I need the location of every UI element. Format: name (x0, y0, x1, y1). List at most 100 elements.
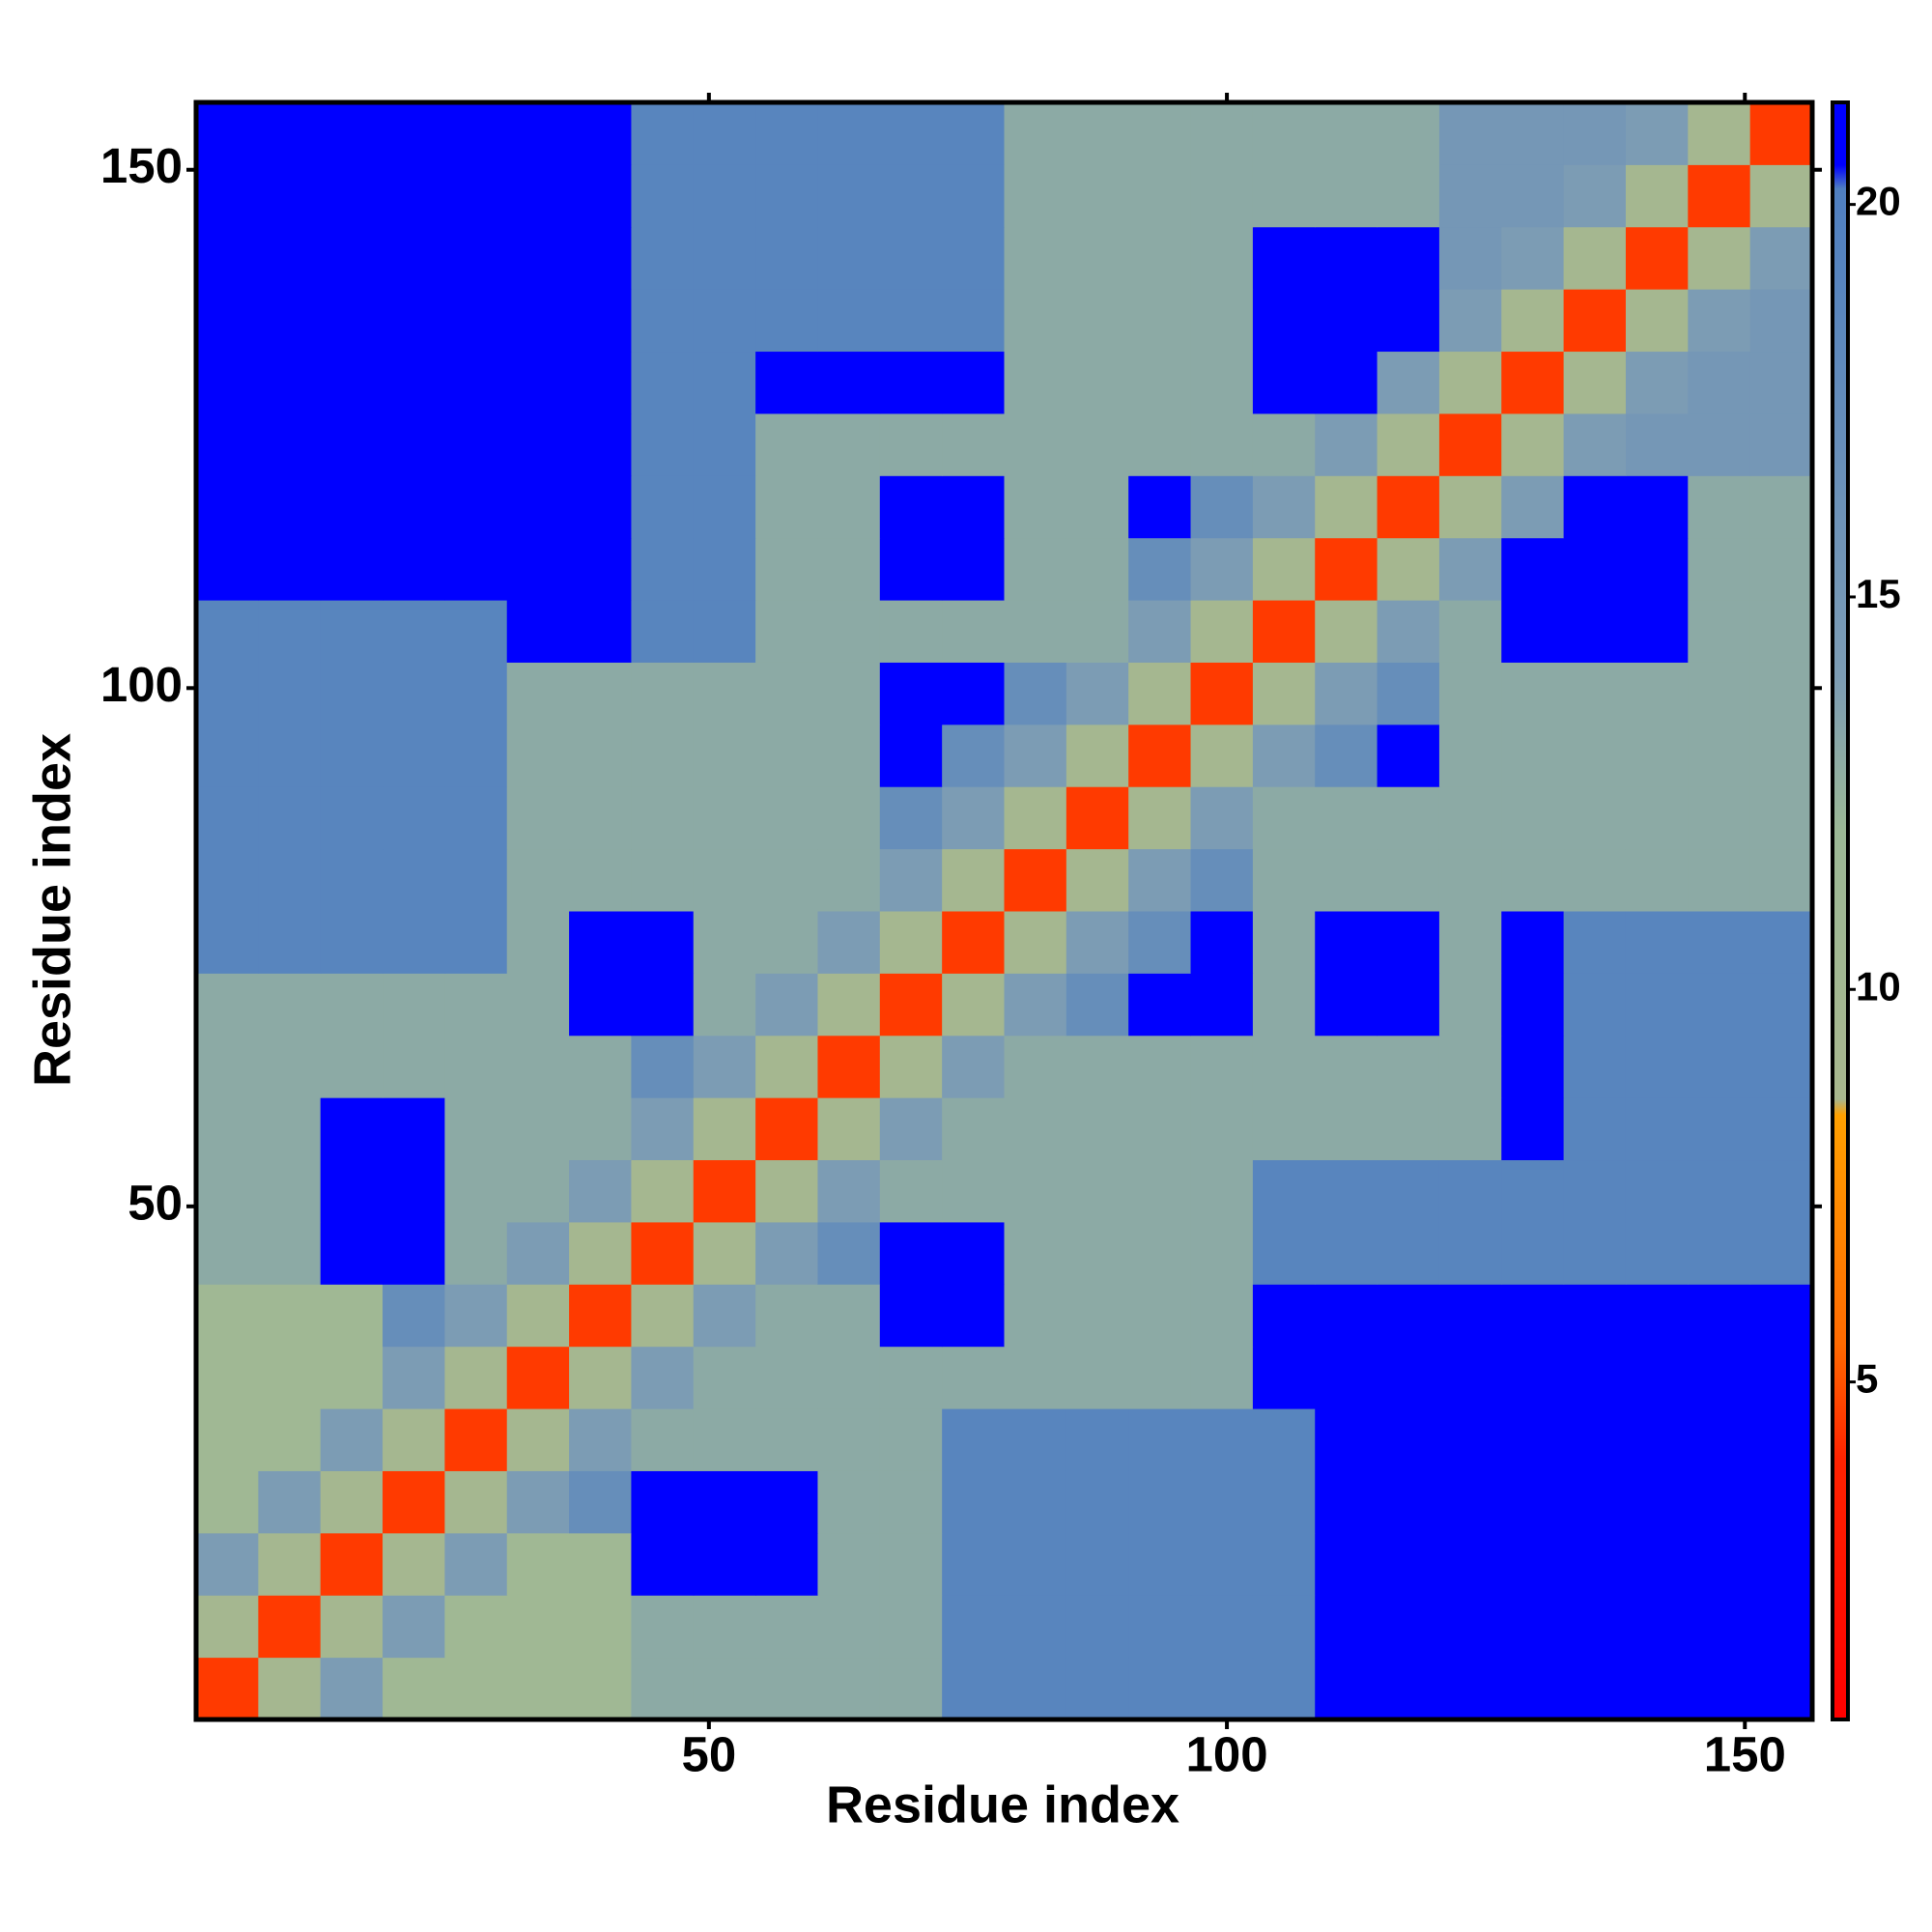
heatmap-cell (383, 1470, 445, 1534)
heatmap-cell (1252, 724, 1316, 787)
heatmap-cell (1315, 289, 1378, 353)
heatmap-cell (1749, 1346, 1813, 1409)
heatmap-cell (1438, 289, 1502, 353)
heatmap-cell (196, 848, 259, 912)
heatmap-cell (817, 911, 881, 974)
heatmap-cell (1563, 289, 1627, 353)
heatmap-cell (383, 973, 445, 1037)
heatmap-cell (1252, 911, 1316, 974)
heatmap-cell (1625, 537, 1689, 601)
heatmap-cell (1377, 973, 1440, 1037)
heatmap-cell (1315, 1097, 1378, 1161)
heatmap-cell (1065, 911, 1129, 974)
heatmap-cell (1252, 973, 1316, 1037)
heatmap-cell (444, 973, 508, 1037)
heatmap-cell (1315, 1657, 1378, 1720)
heatmap-cell (1563, 911, 1627, 974)
heatmap-cell (320, 164, 384, 228)
heatmap-cell (258, 1284, 322, 1348)
heatmap-cell (320, 1159, 384, 1223)
heatmap-cell (1065, 1159, 1129, 1223)
heatmap-cell (942, 1595, 1005, 1659)
heatmap-cell (444, 1657, 508, 1720)
heatmap-cell (383, 1595, 445, 1659)
heatmap-cell (1749, 1408, 1813, 1471)
heatmap-cell (258, 1595, 322, 1659)
heatmap-cell (1688, 351, 1751, 414)
heatmap-cell (755, 1346, 818, 1409)
heatmap-cell (383, 412, 445, 476)
heatmap-cell (320, 1284, 384, 1348)
heatmap-cell (444, 1035, 508, 1098)
heatmap-cell (1128, 226, 1192, 290)
heatmap-cell (1563, 1532, 1627, 1596)
heatmap-cell (879, 911, 943, 974)
heatmap-cell (506, 102, 570, 165)
heatmap-cell (1252, 1159, 1316, 1223)
heatmap-cell (1688, 662, 1751, 725)
heatmap-cell (879, 1470, 943, 1534)
heatmap-cell (258, 1035, 322, 1098)
heatmap-cell (258, 1532, 322, 1596)
heatmap-cell (444, 1346, 508, 1409)
heatmap-cell (1438, 911, 1502, 974)
heatmap-cell (817, 662, 881, 725)
colorbar (1831, 100, 1850, 1721)
heatmap-cell (1004, 537, 1067, 601)
heatmap-cell (1252, 475, 1316, 539)
heatmap-cell (444, 662, 508, 725)
heatmap-cell (1377, 1159, 1440, 1223)
heatmap-cell (444, 102, 508, 165)
heatmap-cell (1377, 1097, 1440, 1161)
heatmap-cell (1501, 102, 1565, 165)
heatmap-cell (1688, 724, 1751, 787)
heatmap-cell (506, 1657, 570, 1720)
heatmap-cell (942, 351, 1005, 414)
heatmap-cell (1563, 600, 1627, 663)
heatmap-cell (1625, 289, 1689, 353)
heatmap-cell (1377, 1657, 1440, 1720)
heatmap-cell (569, 786, 632, 850)
heatmap-cell (258, 1097, 322, 1161)
heatmap-cell (258, 724, 322, 787)
heatmap-cell (1252, 1532, 1316, 1596)
heatmap-cell (1315, 1159, 1378, 1223)
heatmap-cell (1501, 1159, 1565, 1223)
heatmap-cell (258, 600, 322, 663)
heatmap-cell (1749, 164, 1813, 228)
heatmap-cell (1004, 289, 1067, 353)
heatmap-cell (1004, 1097, 1067, 1161)
heatmap-cell (1625, 600, 1689, 663)
heatmap-cell (1688, 226, 1751, 290)
heatmap-cell (569, 1159, 632, 1223)
heatmap-cell (942, 1221, 1005, 1285)
heatmap-cell (1501, 1097, 1565, 1161)
heatmap-cell (1065, 1284, 1129, 1348)
heatmap-cell (196, 1346, 259, 1409)
heatmap-cell (1749, 848, 1813, 912)
heatmap-cell (1252, 412, 1316, 476)
heatmap-cell (1128, 102, 1192, 165)
heatmap-cell (1688, 1097, 1751, 1161)
heatmap-cell (942, 289, 1005, 353)
heatmap-cell (1128, 662, 1192, 725)
heatmap-cell (942, 662, 1005, 725)
heatmap-cell (1128, 412, 1192, 476)
heatmap-cell (1563, 351, 1627, 414)
heatmap-cell (879, 600, 943, 663)
heatmap-cell (1563, 1221, 1627, 1285)
heatmap-cell (506, 786, 570, 850)
heatmap-cell (755, 412, 818, 476)
heatmap-cell (631, 1408, 695, 1471)
heatmap-cell (258, 226, 322, 290)
heatmap-cell (1749, 226, 1813, 290)
heatmap-cell (817, 600, 881, 663)
heatmap-cell (631, 102, 695, 165)
heatmap-cell (1128, 1346, 1192, 1409)
heatmap-cell (569, 600, 632, 663)
heatmap-cell (569, 1097, 632, 1161)
heatmap-cell (817, 1532, 881, 1596)
heatmap-cell (1501, 475, 1565, 539)
heatmap-cell (1377, 537, 1440, 601)
heatmap-cell (1252, 1408, 1316, 1471)
